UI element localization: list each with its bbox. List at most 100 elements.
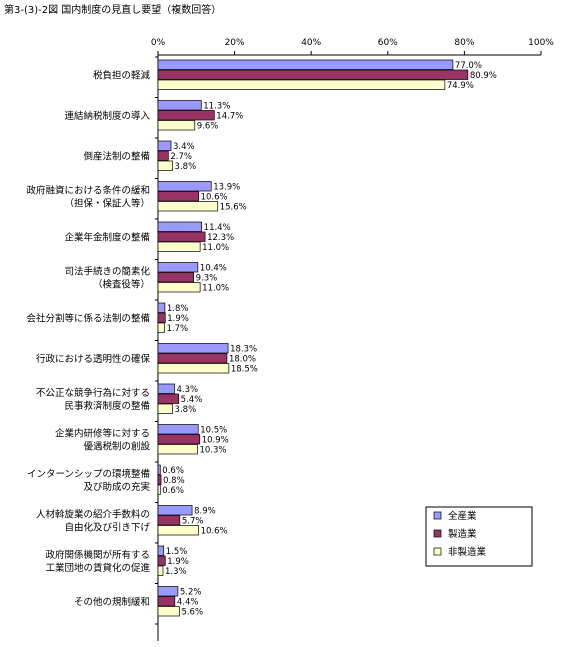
bar	[157, 322, 165, 333]
data-label: 11.0%	[202, 284, 229, 294]
data-label: 13.9%	[213, 183, 240, 193]
data-label: 9.3%	[196, 274, 218, 284]
bar	[157, 383, 175, 394]
bar	[157, 181, 212, 192]
category-label: 政府融資における条件の緩和	[26, 185, 150, 197]
bar	[157, 191, 199, 202]
bar	[157, 353, 228, 364]
data-label: 15.6%	[220, 203, 247, 213]
bar	[157, 343, 229, 354]
data-label: 2.7%	[170, 152, 192, 162]
category-label: 優遇税制の創設	[83, 441, 150, 453]
legend-swatch	[433, 529, 442, 538]
bar	[157, 140, 172, 151]
legend-label: 全産業	[448, 510, 477, 522]
bar	[157, 59, 454, 70]
data-label: 3.8%	[175, 162, 197, 172]
bar	[157, 262, 199, 273]
bar	[157, 484, 161, 495]
data-label: 1.3%	[165, 567, 187, 577]
bar	[157, 272, 194, 283]
data-label: 3.8%	[175, 405, 197, 415]
data-label: 1.7%	[167, 324, 189, 334]
category-label: その他の規制緩和	[74, 596, 150, 608]
data-label: 1.9%	[167, 557, 189, 567]
legend-label: 製造業	[448, 528, 477, 540]
bar	[157, 221, 203, 232]
category-label: インターンシップの環境整備	[27, 468, 150, 480]
category-label: 工業団地の賃貸化の促進	[45, 562, 150, 574]
bar	[157, 474, 162, 485]
data-label: 5.2%	[180, 588, 202, 598]
data-label: 18.0%	[229, 355, 256, 365]
category-label: （検査役等）	[93, 279, 150, 291]
bar	[157, 160, 173, 171]
data-label: 1.9%	[167, 314, 189, 324]
x-tick-label: 100%	[528, 38, 554, 48]
data-label: 3.4%	[173, 142, 195, 152]
chart-title: 第3-(3)-2図 国内制度の見直し要望（複数回答）	[4, 3, 221, 16]
category-label: 政府関係機関が所有する	[45, 549, 150, 561]
data-label: 10.6%	[201, 193, 228, 203]
data-label: 12.3%	[207, 233, 234, 243]
bar	[157, 434, 201, 445]
bar	[157, 100, 202, 111]
x-tick-label: 40%	[301, 38, 321, 48]
data-label: 11.0%	[202, 243, 229, 253]
data-label: 8.9%	[194, 507, 216, 517]
bar	[157, 444, 198, 455]
data-label: 0.6%	[162, 466, 184, 476]
data-label: 18.3%	[230, 345, 257, 355]
bar	[157, 282, 201, 293]
bar	[157, 515, 181, 526]
category-label: 司法手続きの簡素化	[64, 266, 150, 278]
data-label: 4.4%	[177, 598, 199, 608]
bar	[157, 505, 193, 516]
bar	[157, 525, 199, 536]
data-label: 10.3%	[199, 446, 226, 456]
category-label: 行政における透明性の確保	[36, 353, 151, 365]
data-label: 80.9%	[470, 71, 497, 81]
data-label: 0.6%	[162, 486, 184, 496]
bar	[157, 241, 201, 252]
bar	[157, 150, 169, 161]
bar	[157, 231, 206, 242]
category-label: 会社分割等に係る法制の整備	[26, 313, 150, 325]
data-label: 11.4%	[204, 223, 231, 233]
bar	[157, 586, 179, 597]
data-label: 77.0%	[455, 61, 482, 71]
category-label: 民事救済制度の整備	[64, 400, 150, 412]
x-tick-label: 60%	[378, 38, 398, 48]
data-label: 1.8%	[167, 304, 189, 314]
bar	[157, 79, 446, 90]
data-label: 1.5%	[166, 547, 188, 557]
category-label: 及び助成の充実	[83, 481, 150, 493]
data-label: 18.5%	[231, 365, 258, 375]
category-labels: 税負担の軽減連結納税制度の導入倒産法制の整備政府融資における条件の緩和（担保・保…	[26, 70, 150, 609]
bar	[157, 69, 469, 80]
data-label: 5.4%	[181, 395, 203, 405]
legend-label: 非製造業	[448, 546, 487, 558]
bar	[157, 555, 166, 566]
data-label: 0.8%	[163, 476, 185, 486]
bar	[157, 424, 199, 435]
legend-swatch	[433, 547, 442, 556]
data-label: 5.6%	[181, 608, 203, 618]
legend-swatch	[433, 511, 442, 520]
bar	[157, 201, 219, 212]
bar	[157, 596, 176, 607]
category-label: （担保・保証人等）	[64, 198, 150, 210]
data-label: 10.5%	[200, 426, 227, 436]
data-label: 10.4%	[200, 264, 227, 274]
category-label: 人材斡旋業の紹介手数料の	[36, 509, 150, 521]
bar	[157, 403, 173, 414]
data-label: 14.7%	[216, 112, 243, 122]
data-label: 10.6%	[201, 527, 228, 537]
category-label: 企業内研修等に対する	[55, 428, 150, 440]
bar	[157, 606, 180, 617]
bar	[157, 545, 165, 556]
x-tick-label: 0%	[151, 38, 166, 48]
data-label: 11.3%	[203, 102, 230, 112]
x-tick-label: 20%	[225, 38, 245, 48]
